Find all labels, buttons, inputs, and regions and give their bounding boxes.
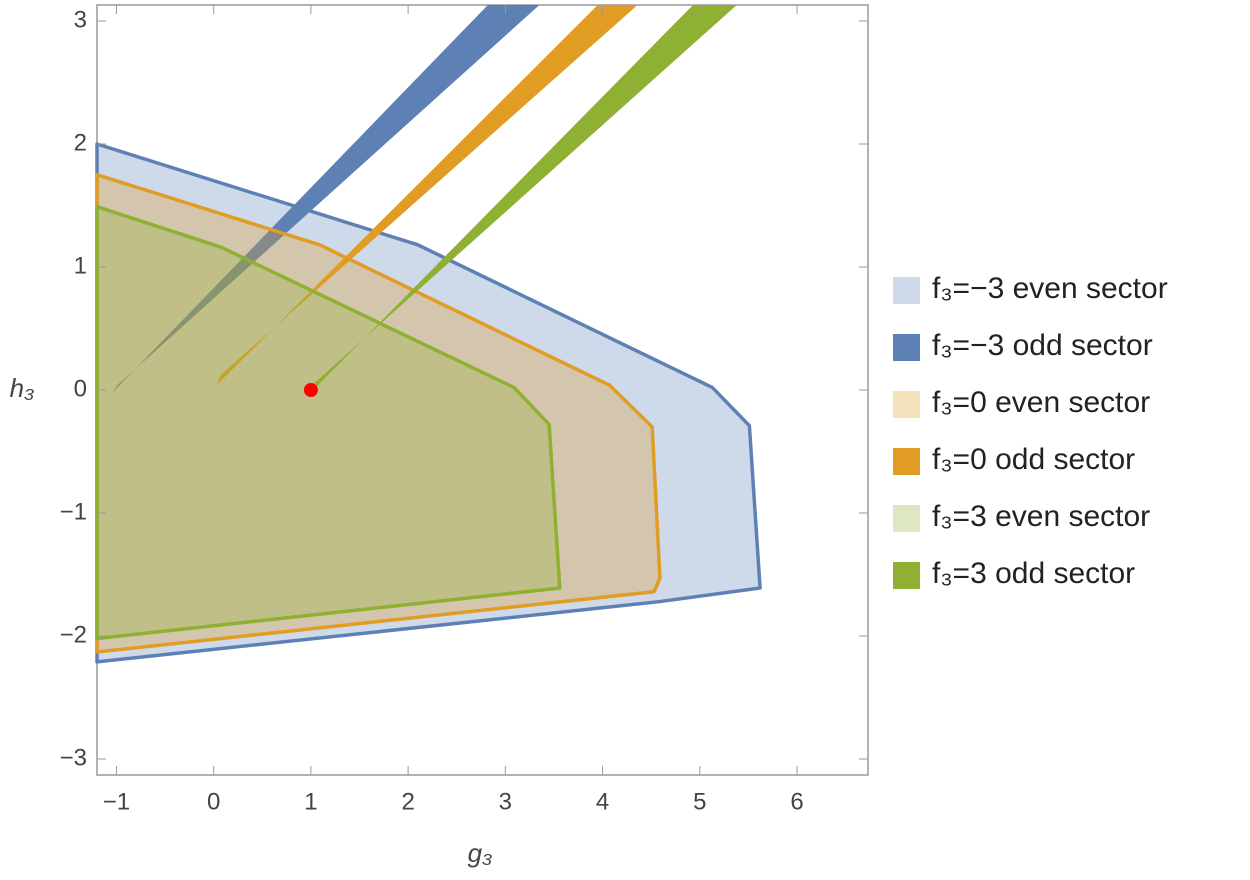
y-tick-label: −3 bbox=[60, 744, 87, 771]
legend-swatch bbox=[893, 448, 920, 475]
y-tick-label: −1 bbox=[60, 498, 87, 525]
x-tick-label: 3 bbox=[499, 788, 512, 815]
x-tick-label: 0 bbox=[207, 788, 220, 815]
point bbox=[303, 383, 318, 397]
x-tick-label: 4 bbox=[596, 788, 609, 815]
legend-label: f₃=0 odd sector bbox=[932, 443, 1135, 476]
x-tick-label: −1 bbox=[103, 788, 130, 815]
legend-swatch bbox=[893, 505, 920, 532]
x-tick-label: 5 bbox=[693, 788, 706, 815]
legend-swatch bbox=[893, 277, 920, 304]
legend-swatch bbox=[893, 334, 920, 361]
y-tick-label: 1 bbox=[74, 252, 87, 279]
legend-label: f₃=0 even sector bbox=[932, 386, 1150, 419]
y-tick-label: 2 bbox=[74, 129, 87, 156]
region bbox=[95, 172, 662, 654]
region bbox=[95, 142, 762, 664]
x-axis-label: g₃ bbox=[468, 838, 493, 868]
x-tick-label: 6 bbox=[790, 788, 803, 815]
legend-swatch bbox=[893, 391, 920, 418]
y-tick-label: 3 bbox=[74, 6, 87, 33]
legend-label: f₃=3 even sector bbox=[932, 500, 1150, 533]
y-tick-label: −2 bbox=[60, 621, 87, 648]
x-tick-label: 1 bbox=[304, 788, 317, 815]
region bbox=[95, 204, 562, 641]
legend-label: f₃=−3 even sector bbox=[932, 272, 1168, 305]
y-tick-label: 0 bbox=[74, 375, 87, 402]
legend-label: f₃=3 odd sector bbox=[932, 557, 1135, 590]
legend-label: f₃=−3 odd sector bbox=[932, 329, 1153, 362]
y-axis-label: h₃ bbox=[10, 373, 35, 403]
x-tick-label: 2 bbox=[401, 788, 414, 815]
legend-swatch bbox=[893, 562, 920, 589]
